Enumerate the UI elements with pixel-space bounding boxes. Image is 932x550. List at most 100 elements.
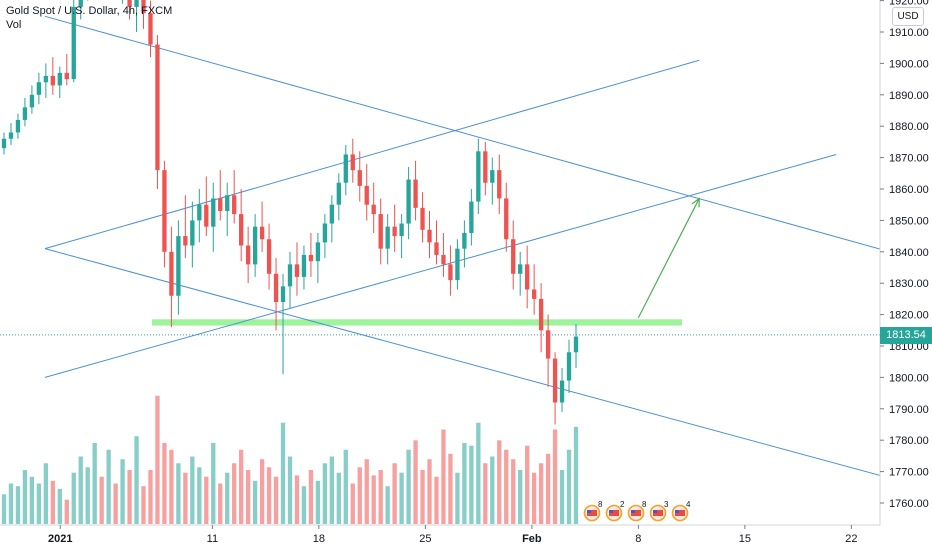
volume-bar (239, 449, 244, 524)
volume-bar (148, 470, 153, 524)
volume-bar (511, 459, 516, 524)
candle-body (538, 298, 544, 331)
volume-bar (71, 472, 76, 524)
volume-bar (225, 472, 230, 524)
volume-bar (183, 472, 188, 524)
volume-bar (287, 456, 293, 524)
candle-body (22, 107, 28, 120)
volume-bar (518, 470, 523, 524)
candle-body (71, 6, 76, 80)
candle-body (336, 182, 341, 205)
volume-bar (190, 456, 195, 524)
candle-body (148, 13, 153, 45)
candle-body (455, 248, 460, 281)
flag-stripes (631, 510, 641, 516)
candle-body (197, 204, 202, 221)
candle-body (462, 232, 467, 249)
support-zone-layer (0, 319, 880, 336)
time-tick-label: 11 (207, 533, 218, 545)
volume-bar (43, 463, 49, 524)
volume-bar (22, 470, 28, 524)
candle-body (427, 229, 432, 243)
volume-bar (357, 467, 362, 524)
candlesticks (1, 0, 579, 425)
symbol-title[interactable]: Gold Spot / U.S. Dollar, 4h, FXCM (6, 5, 173, 17)
volume-bar (57, 488, 62, 524)
time-axis[interactable]: 2021 11 18 25 Feb 8 15 22 (0, 524, 880, 545)
candle-body (252, 226, 258, 265)
current-price-badge: 1813.54 (880, 327, 932, 344)
candle-body (218, 198, 223, 211)
candle-body (420, 207, 425, 230)
trendline-upper-channel-ascending (44, 59, 700, 250)
price-axis[interactable]: 1760.00 1770.00 1780.00 1790.00 1800.00 1810.… (879, 0, 932, 550)
volume-label[interactable]: Vol (6, 19, 22, 31)
volume-bar (245, 470, 251, 524)
trendlines (44, 15, 913, 485)
event-flag: 2 (605, 500, 625, 522)
volume-bar (36, 483, 42, 524)
candle-body (211, 198, 216, 227)
candle-body (134, 0, 139, 7)
price-tick-label: 1800.00 (889, 372, 929, 384)
volume-bar (538, 463, 544, 524)
volume-bar (218, 483, 223, 524)
candle-body (406, 179, 411, 224)
time-tick-label: 8 (635, 533, 641, 545)
projection-arrow-line (637, 198, 700, 319)
volume-bar (469, 445, 474, 524)
flag-stripes (609, 510, 619, 516)
candle-body (239, 214, 244, 246)
candle-body (259, 226, 265, 240)
volume-bar (162, 443, 167, 524)
candle-body (57, 72, 62, 86)
flag-canton (675, 510, 679, 513)
volume-bar (462, 443, 467, 524)
event-flags: 8 2 8 3 4 (583, 500, 691, 522)
volume-bar (371, 475, 376, 524)
flag-canton (587, 510, 591, 513)
volume-bar (141, 486, 146, 524)
flag-stripes (675, 510, 685, 516)
candle-body (531, 289, 537, 299)
candle-body (8, 132, 14, 139)
price-axis-bg (880, 0, 932, 550)
projection-arrow-head (691, 197, 700, 208)
volume-bar (308, 470, 314, 524)
flag-canton (631, 510, 635, 513)
currency-label[interactable]: USD (892, 7, 924, 26)
candle-body (162, 170, 167, 252)
event-count: 8 (642, 500, 647, 509)
volume-bar (64, 499, 69, 524)
event-count: 8 (598, 500, 603, 509)
candle-body (392, 226, 397, 237)
volume-bar (427, 459, 432, 524)
candle-body (364, 185, 369, 205)
volume-bar (15, 486, 21, 524)
candle-body (378, 214, 383, 249)
candle-body (64, 72, 69, 80)
candle-body (545, 330, 551, 359)
time-tick-label: 25 (419, 533, 431, 545)
volume-bar (106, 449, 111, 524)
price-tick-label: 1920.00 (889, 0, 929, 8)
volume-bar (155, 395, 160, 524)
event-flag: 3 (649, 500, 669, 522)
candle-body (413, 179, 418, 208)
candle-body (497, 170, 502, 199)
volume-bar (99, 476, 104, 524)
candle-body (483, 151, 488, 183)
flag-stripes (587, 510, 597, 516)
volume-bar (497, 440, 502, 524)
volume-bar (301, 486, 307, 524)
candle-body (343, 154, 348, 183)
volume-bar (204, 476, 209, 524)
candle-body (204, 204, 209, 227)
price-tick-label: 1840.00 (889, 247, 929, 259)
candle-body (566, 352, 572, 381)
candle-body (29, 94, 35, 108)
volume-bar (169, 449, 174, 524)
price-tick-label: 1790.00 (889, 404, 929, 416)
volume-bars (1, 395, 579, 524)
